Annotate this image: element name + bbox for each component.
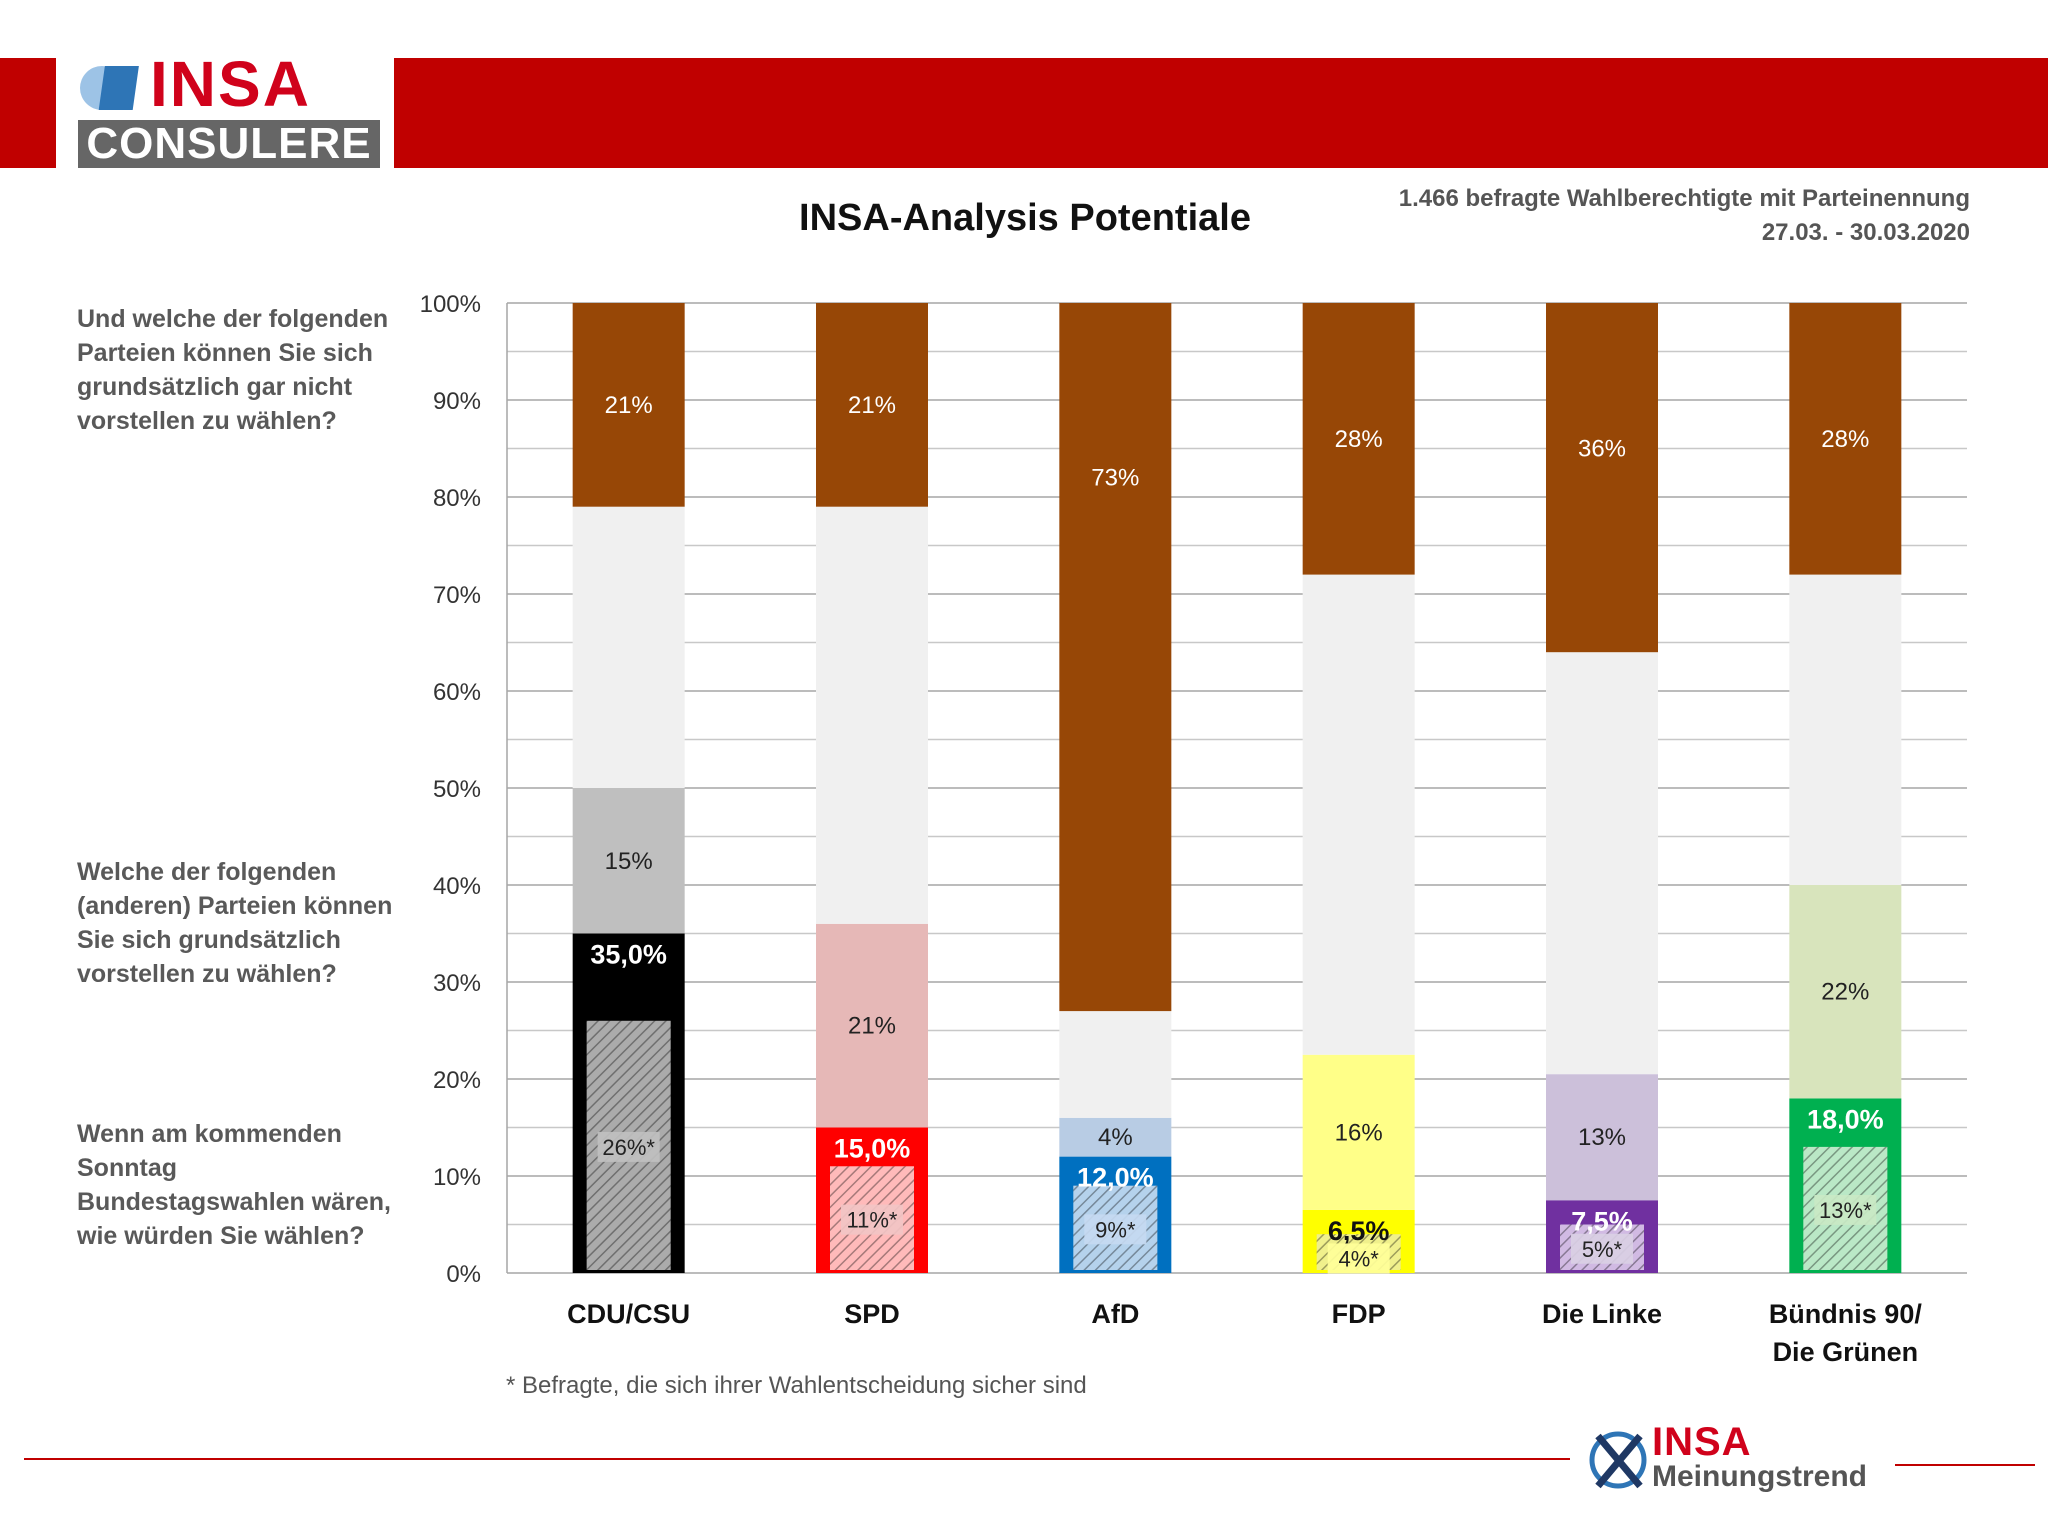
y-tick-label: 80% bbox=[433, 485, 481, 512]
bar-segment-undecided bbox=[1302, 574, 1415, 1055]
footnote: * Befragte, die sich ihrer Wahlentscheid… bbox=[506, 1372, 1087, 1399]
bar-segment-potential bbox=[1059, 1117, 1172, 1157]
data-label-vote: 35,0% bbox=[590, 940, 667, 970]
footer-line bbox=[24, 1458, 1570, 1460]
bar-segment-undecided bbox=[1546, 652, 1658, 1075]
data-label-vote: 7,5% bbox=[1571, 1206, 1633, 1236]
x-category-label: Die Grünen bbox=[1773, 1337, 1919, 1367]
data-label-never: 21% bbox=[605, 392, 653, 419]
data-label-potential: 22% bbox=[1821, 979, 1869, 1006]
question-vote: Wenn am kommenden Sonntag Bundestagswahl… bbox=[77, 1120, 391, 1250]
data-label-certain-bg bbox=[1814, 1194, 1877, 1225]
chart-title: INSA-Analysis Potentiale bbox=[799, 197, 1251, 239]
x-category-label: FDP bbox=[1332, 1299, 1386, 1329]
bar-segment-never bbox=[1546, 303, 1658, 653]
bar-segment-undecided bbox=[572, 506, 685, 788]
data-label-vote: 15,0% bbox=[834, 1134, 911, 1164]
y-tick-label: 100% bbox=[420, 291, 481, 318]
data-label-potential: 15% bbox=[605, 848, 653, 875]
data-label-vote: 6,5% bbox=[1328, 1216, 1390, 1246]
data-label-certain: 11%* bbox=[847, 1208, 898, 1233]
bar-segment-undecided bbox=[1789, 574, 1902, 885]
bar-segment-undecided bbox=[1059, 1011, 1172, 1118]
y-tick-label: 90% bbox=[433, 388, 481, 415]
data-label-certain-bg bbox=[1571, 1233, 1633, 1264]
bar-segment-potential bbox=[1789, 885, 1902, 1099]
data-label-certain-bg bbox=[841, 1204, 903, 1235]
data-label-certain: 13%* bbox=[1819, 1198, 1872, 1223]
bar-segment-potential bbox=[1546, 1074, 1658, 1201]
data-label-certain: 26%* bbox=[602, 1135, 655, 1160]
y-tick-label: 70% bbox=[433, 582, 481, 609]
data-label-never: 28% bbox=[1335, 426, 1383, 453]
insa-logo-icon bbox=[80, 66, 139, 110]
data-label-vote: 18,0% bbox=[1807, 1104, 1884, 1134]
footer-logo-text: INSA bbox=[1652, 1420, 1752, 1464]
question-potential: Welche der folgenden (anderen) Parteien … bbox=[77, 858, 393, 988]
data-label-potential: 16% bbox=[1335, 1119, 1383, 1146]
x-category-label: SPD bbox=[844, 1299, 900, 1329]
data-label-potential: 4% bbox=[1098, 1124, 1133, 1151]
footer-logo-subtitle: Meinungstrend bbox=[1652, 1460, 1867, 1493]
bar-segment-never bbox=[572, 303, 685, 507]
x-category-label: CDU/CSU bbox=[567, 1299, 690, 1329]
data-label-never: 21% bbox=[848, 392, 896, 419]
survey-sample: 1.466 befragte Wahlberechtigte mit Parte… bbox=[1398, 185, 1970, 212]
x-category-label: Die Linke bbox=[1542, 1299, 1662, 1329]
data-label-certain-bg bbox=[1084, 1214, 1147, 1245]
y-tick-label: 0% bbox=[446, 1261, 481, 1288]
data-label-certain-bg bbox=[597, 1131, 660, 1162]
survey-dates: 27.03. - 30.03.2020 bbox=[1761, 218, 1970, 246]
y-tick-label: 20% bbox=[433, 1067, 481, 1094]
y-tick-label: 60% bbox=[433, 679, 481, 706]
data-label-potential: 21% bbox=[848, 1013, 896, 1040]
y-tick-label: 30% bbox=[433, 970, 481, 997]
bar-segment-never bbox=[1789, 303, 1902, 575]
y-tick-label: 50% bbox=[433, 776, 481, 803]
footer-line bbox=[1895, 1464, 2035, 1466]
data-label-never: 73% bbox=[1091, 465, 1139, 492]
bar-segment-undecided bbox=[816, 506, 928, 924]
data-label-potential: 13% bbox=[1578, 1124, 1626, 1151]
question-never: Und welche der folgenden Parteien können… bbox=[77, 305, 389, 435]
y-tick-label: 10% bbox=[433, 1164, 481, 1191]
data-label-vote: 12,0% bbox=[1077, 1163, 1154, 1193]
bar-segment-never bbox=[1302, 303, 1415, 575]
bar-segment-potential bbox=[816, 923, 928, 1128]
data-label-never: 28% bbox=[1821, 426, 1869, 453]
insa-meinungstrend-icon bbox=[1589, 1431, 1647, 1489]
bar-segment-never bbox=[816, 303, 928, 507]
survey-meta: 1.466 befragte Wahlberechtigte mit Parte… bbox=[1399, 182, 1970, 249]
data-label-certain: 9%* bbox=[1095, 1217, 1136, 1242]
bar-segment-potential bbox=[572, 788, 685, 934]
data-label-certain: 5%* bbox=[1582, 1237, 1623, 1262]
data-label-never: 36% bbox=[1578, 436, 1626, 463]
logo-text: INSA bbox=[150, 48, 311, 120]
bar-segment-never bbox=[1059, 303, 1172, 1012]
data-label-certain: 4%* bbox=[1338, 1246, 1379, 1271]
x-category-label: Bündnis 90/ bbox=[1769, 1299, 1923, 1329]
logo-subtitle: CONSULERE bbox=[78, 120, 380, 168]
data-label-certain-bg bbox=[1327, 1243, 1390, 1274]
x-category-label: AfD bbox=[1091, 1299, 1139, 1329]
bar-segment-potential bbox=[1302, 1054, 1415, 1210]
y-tick-label: 40% bbox=[433, 873, 481, 900]
stacked-bar-chart: 0% 10% 20% 30% 40% 50% 60% 70% 80% 90% 100% 21% 15%… bbox=[420, 291, 1967, 1367]
